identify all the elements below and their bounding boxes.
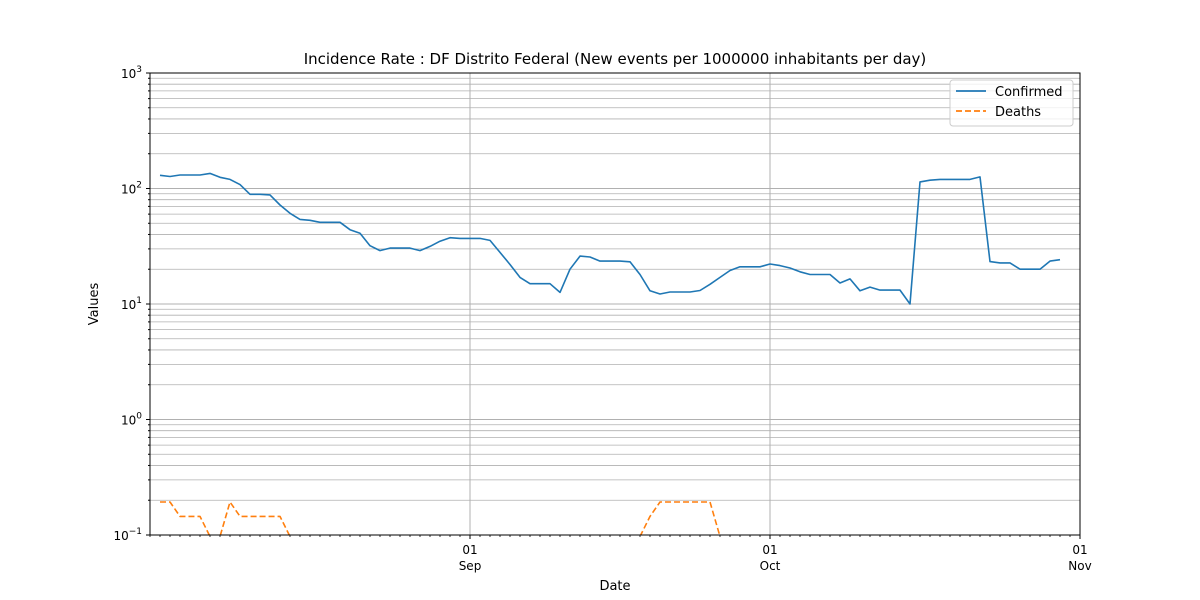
plot-area: [159, 172, 1061, 535]
series-line-deaths: [160, 501, 291, 535]
x-axis-label: Date: [599, 579, 630, 594]
y-tick-label: 10−1: [113, 527, 142, 543]
grid: [150, 73, 1081, 536]
x-tick-label-month: Oct: [760, 559, 781, 573]
y-tick-label: 102: [121, 181, 142, 197]
x-tick-label-day: 01: [762, 543, 777, 557]
x-tick-label-day: 01: [462, 543, 477, 557]
legend-label-confirmed: Confirmed: [995, 85, 1063, 100]
ticks: 10−1 100 101 102 103 01 Sep 01 Oct 01 Nov: [113, 65, 1091, 573]
chart-title: Incidence Rate : DF Distrito Federal (Ne…: [304, 50, 927, 68]
series-line-deaths: [639, 501, 721, 535]
x-tick-label-day: 01: [1072, 543, 1087, 557]
x-tick-label-month: Nov: [1068, 559, 1091, 573]
legend: Confirmed Deaths: [949, 79, 1074, 127]
series-line-confirmed: [159, 172, 1061, 305]
x-tick-label-month: Sep: [459, 559, 482, 573]
y-tick-label: 100: [121, 412, 142, 428]
legend-label-deaths: Deaths: [995, 105, 1041, 120]
y-axis-label: Values: [87, 283, 102, 326]
y-tick-label: 101: [121, 296, 142, 312]
y-tick-label: 103: [121, 65, 142, 81]
